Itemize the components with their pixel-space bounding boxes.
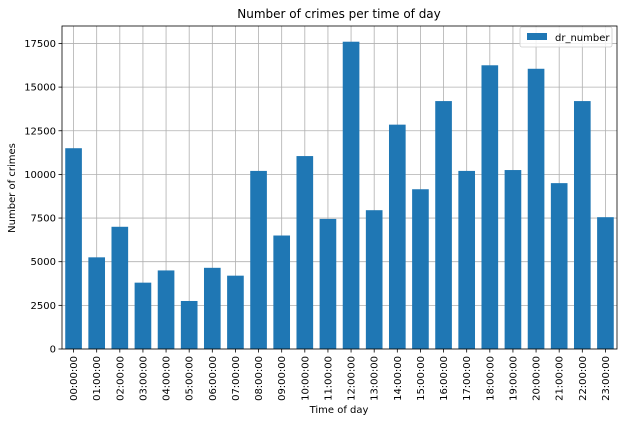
y-tick-label: 12500 (24, 126, 56, 137)
bar (157, 270, 175, 349)
bar (180, 300, 198, 349)
x-tick-label: 07:00:00 (231, 356, 242, 401)
bars-group (65, 41, 614, 350)
x-tick-label: 13:00:00 (370, 356, 381, 401)
x-tick-label: 11:00:00 (323, 356, 334, 401)
x-tick-label: 08:00:00 (254, 356, 265, 401)
bar (527, 68, 545, 350)
bar (342, 41, 360, 350)
y-tick-label: 10000 (24, 170, 56, 181)
x-tick-label: 20:00:00 (532, 356, 543, 401)
bar (412, 189, 429, 349)
y-tick-label: 17500 (24, 39, 56, 50)
bar (296, 156, 314, 349)
x-axis-label: Time of day (309, 405, 369, 416)
y-tick-label: 15000 (24, 83, 56, 94)
bar (388, 124, 406, 350)
bar (227, 275, 244, 349)
y-ticks: 0 2500 5000 7500 10000 12500 15000 17500 (24, 39, 62, 356)
x-tick-label: 12:00:00 (347, 356, 358, 401)
x-tick-label: 23:00:00 (601, 356, 612, 401)
x-tick-label: 18:00:00 (485, 356, 496, 401)
bar (88, 257, 106, 349)
bar (111, 226, 129, 349)
chart-title: Number of crimes per time of day (237, 7, 441, 21)
bar (250, 170, 267, 349)
y-tick-label: 0 (50, 345, 56, 356)
y-tick-label: 7500 (31, 214, 56, 225)
x-tick-label: 15:00:00 (416, 356, 427, 401)
x-tick-label: 10:00:00 (300, 356, 311, 401)
bar (134, 282, 152, 349)
bar (550, 183, 568, 349)
x-tick-label: 09:00:00 (277, 356, 288, 401)
legend-label: dr_number (555, 33, 610, 44)
bar (319, 218, 337, 349)
legend-swatch (527, 33, 547, 40)
bar (365, 210, 383, 349)
x-tick-label: 02:00:00 (115, 356, 126, 401)
x-tick-label: 16:00:00 (439, 356, 450, 401)
x-tick-label: 19:00:00 (508, 356, 519, 401)
x-tick-label: 04:00:00 (162, 356, 173, 401)
x-ticks: 00:00:00 01:00:00 02:00:00 03:00:00 04:00:00… (69, 349, 612, 401)
bar (573, 101, 591, 349)
x-tick-label: 21:00:00 (555, 356, 566, 401)
bar (273, 235, 291, 349)
x-tick-label: 01:00:00 (92, 356, 103, 401)
bar (597, 217, 614, 349)
y-tick-label: 2500 (31, 301, 56, 312)
y-tick-label: 5000 (31, 257, 56, 268)
x-tick-label: 03:00:00 (138, 356, 149, 401)
x-tick-label: 00:00:00 (69, 356, 80, 401)
x-tick-label: 05:00:00 (185, 356, 196, 401)
bar (435, 101, 452, 349)
bar (203, 267, 221, 349)
x-tick-label: 14:00:00 (393, 356, 404, 401)
legend: dr_number (519, 26, 613, 48)
bar (458, 170, 476, 349)
bar (481, 65, 499, 349)
x-tick-label: 06:00:00 (208, 356, 219, 401)
bar (504, 170, 522, 349)
x-tick-label: 17:00:00 (462, 356, 473, 401)
legend-box (519, 26, 613, 48)
y-axis-label: Number of crimes (7, 143, 18, 233)
x-tick-label: 22:00:00 (578, 356, 589, 401)
bar (65, 148, 82, 349)
axes-frame (61, 25, 618, 350)
